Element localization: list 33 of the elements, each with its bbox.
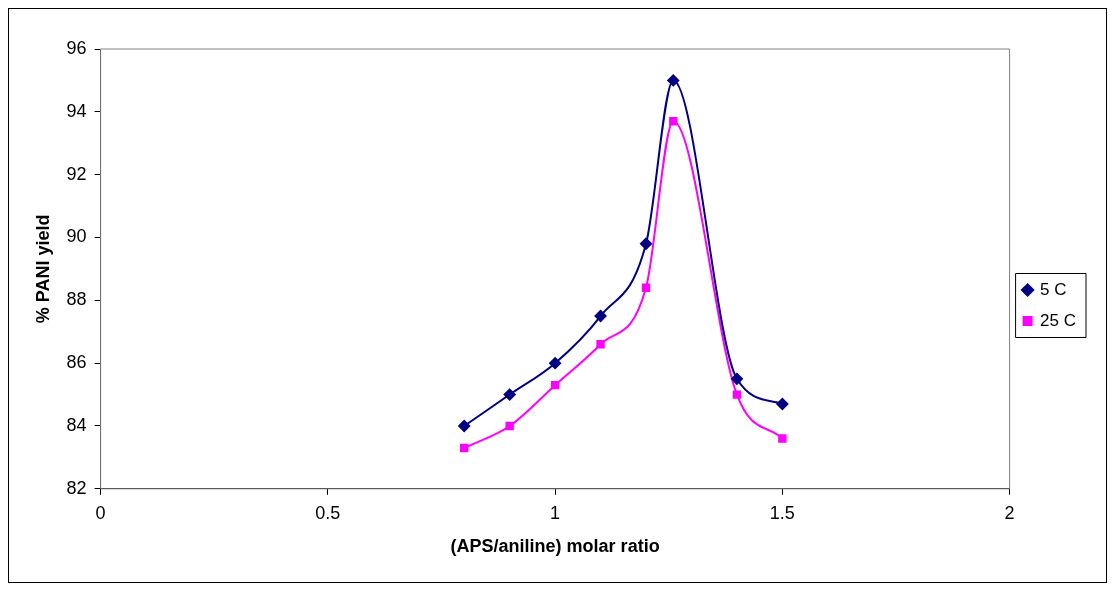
y-axis-title: % PANI yield	[32, 214, 53, 324]
x-tick-label: 1	[550, 502, 561, 523]
point	[550, 380, 560, 390]
y-tick-label: 88	[66, 289, 87, 310]
x-tick-label: 1.5	[769, 502, 795, 523]
x-tick-label: 0	[95, 502, 106, 523]
point	[667, 74, 680, 87]
point	[505, 421, 514, 431]
point	[460, 443, 469, 453]
legend-label: 5 C	[1040, 279, 1067, 299]
point	[503, 388, 516, 401]
y-tick-label: 82	[66, 477, 87, 498]
y-tick-label: 94	[66, 100, 87, 121]
legend-label: 25 C	[1040, 310, 1077, 330]
y-tick-label: 84	[66, 414, 87, 435]
point	[730, 372, 743, 385]
point	[732, 390, 742, 399]
point	[640, 237, 652, 250]
x-axis-title: (APS/aniline) molar ratio	[450, 536, 660, 557]
y-tick-label: 86	[66, 352, 87, 373]
point	[778, 434, 787, 443]
point	[594, 310, 607, 323]
point	[596, 340, 605, 349]
x-tick-label: 0.5	[315, 502, 341, 523]
point	[669, 117, 678, 126]
y-tick-label: 92	[66, 163, 87, 184]
point	[549, 357, 562, 370]
point	[641, 283, 651, 292]
point	[776, 397, 789, 410]
y-tick-label: 90	[66, 226, 87, 247]
x-tick-label: 2	[1004, 502, 1015, 523]
point	[458, 419, 471, 432]
y-tick-label: 96	[66, 37, 87, 58]
